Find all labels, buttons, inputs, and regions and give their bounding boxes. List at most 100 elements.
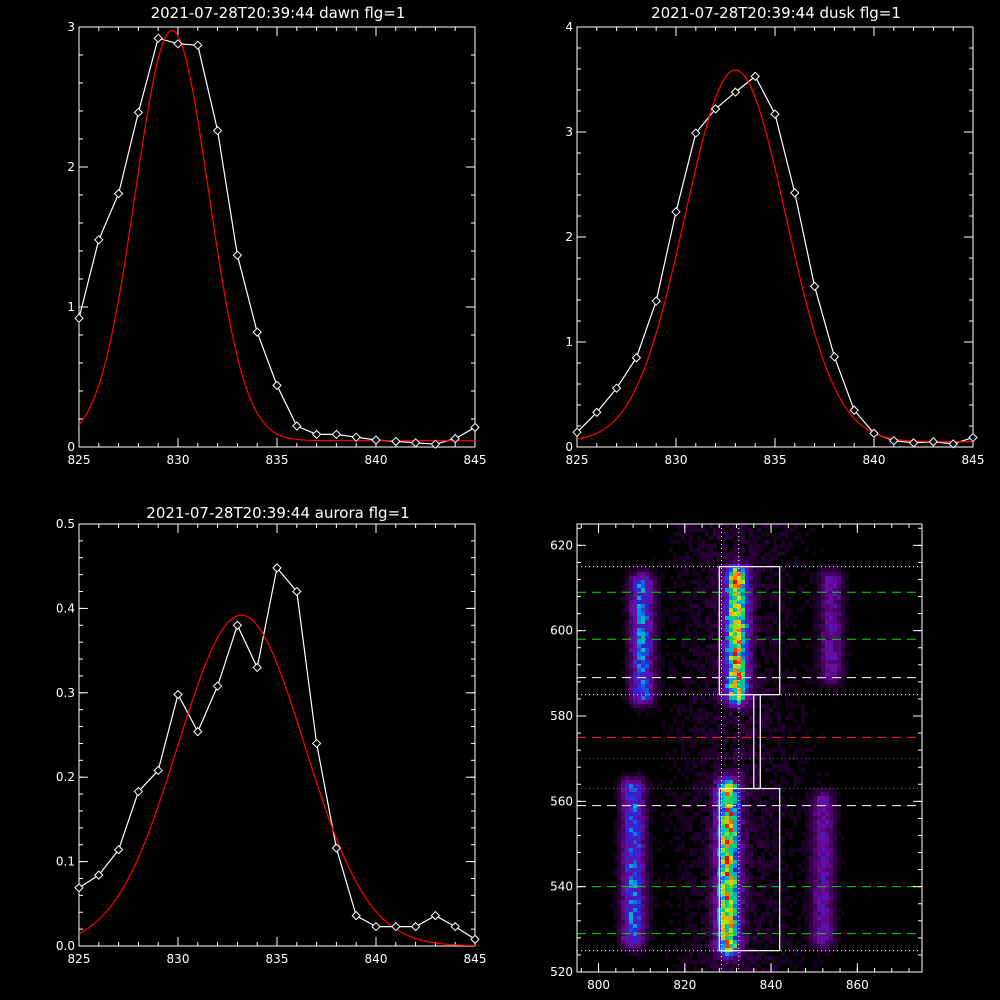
heatmap-cell bbox=[725, 736, 729, 740]
heatmap-cell bbox=[821, 856, 825, 860]
heatmap-cell bbox=[645, 672, 649, 676]
heatmap-cell bbox=[733, 636, 737, 640]
heatmap-cell bbox=[633, 840, 637, 844]
heatmap-cell bbox=[709, 756, 713, 760]
heatmap-cell bbox=[661, 764, 665, 768]
heatmap-cell bbox=[693, 788, 697, 792]
heatmap-cell bbox=[845, 612, 849, 616]
heatmap-cell bbox=[825, 796, 829, 800]
heatmap-cell bbox=[733, 640, 737, 644]
heatmap-cell bbox=[765, 788, 769, 792]
heatmap-cell bbox=[741, 568, 745, 572]
heatmap-cell bbox=[737, 952, 741, 956]
heatmap-cell bbox=[705, 624, 709, 628]
heatmap-cell bbox=[837, 856, 841, 860]
heatmap-cell bbox=[745, 964, 749, 968]
heatmap-cell bbox=[813, 800, 817, 804]
heatmap-cell bbox=[777, 624, 781, 628]
heatmap-cell bbox=[629, 592, 633, 596]
heatmap-cell bbox=[805, 844, 809, 848]
heatmap-cell bbox=[833, 824, 837, 828]
heatmap-cell bbox=[713, 944, 717, 948]
heatmap-cell bbox=[829, 684, 833, 688]
heatmap-cell bbox=[817, 820, 821, 824]
y-tick-label: 0.0 bbox=[56, 939, 75, 953]
heatmap-cell bbox=[725, 908, 729, 912]
heatmap-cell bbox=[733, 644, 737, 648]
heatmap-cell bbox=[673, 928, 677, 932]
heatmap-cell bbox=[641, 688, 645, 692]
heatmap-cell bbox=[629, 648, 633, 652]
heatmap-cell bbox=[721, 716, 725, 720]
heatmap-cell bbox=[693, 612, 697, 616]
heatmap-cell bbox=[637, 840, 641, 844]
heatmap-cell bbox=[749, 744, 753, 748]
heatmap-cell bbox=[753, 912, 757, 916]
heatmap-cell bbox=[729, 716, 733, 720]
heatmap-cell bbox=[729, 632, 733, 636]
heatmap-cell bbox=[829, 564, 833, 568]
heatmap-cell bbox=[733, 564, 737, 568]
heatmap-cell bbox=[805, 664, 809, 668]
heatmap-cell bbox=[653, 904, 657, 908]
heatmap-cell bbox=[633, 780, 637, 784]
heatmap-cell bbox=[625, 928, 629, 932]
heatmap-cell bbox=[749, 820, 753, 824]
heatmap-cell bbox=[805, 852, 809, 856]
heatmap-cell bbox=[785, 536, 789, 540]
heatmap-cell bbox=[701, 736, 705, 740]
heatmap-cell bbox=[641, 816, 645, 820]
heatmap-cell bbox=[701, 836, 705, 840]
heatmap-cell bbox=[621, 912, 625, 916]
heatmap-cell bbox=[741, 784, 745, 788]
heatmap-cell bbox=[633, 604, 637, 608]
heatmap-cell bbox=[753, 764, 757, 768]
heatmap-cell bbox=[741, 844, 745, 848]
heatmap-cell bbox=[729, 628, 733, 632]
heatmap-cell bbox=[785, 808, 789, 812]
heatmap-cell bbox=[689, 736, 693, 740]
heatmap-cell bbox=[769, 912, 773, 916]
heatmap-cell bbox=[825, 672, 829, 676]
heatmap-cell bbox=[717, 772, 721, 776]
heatmap-cell bbox=[813, 916, 817, 920]
heatmap-cell bbox=[729, 700, 733, 704]
heatmap-cell bbox=[733, 552, 737, 556]
heatmap-cell bbox=[625, 904, 629, 908]
heatmap-cell bbox=[785, 652, 789, 656]
heatmap-cell bbox=[753, 572, 757, 576]
heatmap-cell bbox=[765, 584, 769, 588]
heatmap-cell bbox=[745, 820, 749, 824]
heatmap-cell bbox=[717, 764, 721, 768]
data-point-diamond bbox=[470, 934, 480, 944]
heatmap-cell bbox=[721, 684, 725, 688]
heatmap-cell bbox=[701, 796, 705, 800]
heatmap-cell bbox=[721, 752, 725, 756]
heatmap-cell bbox=[813, 836, 817, 840]
heatmap-cell bbox=[645, 856, 649, 860]
heatmap-cell bbox=[685, 640, 689, 644]
heatmap-cell bbox=[741, 908, 745, 912]
heatmap-cell bbox=[629, 924, 633, 928]
heatmap-cell bbox=[641, 636, 645, 640]
heatmap-cell bbox=[749, 640, 753, 644]
heatmap-cell bbox=[641, 908, 645, 912]
heatmap-cell bbox=[625, 832, 629, 836]
heatmap-cell bbox=[741, 704, 745, 708]
heatmap-cell bbox=[749, 628, 753, 632]
heatmap-cell bbox=[789, 680, 793, 684]
heatmap-cell bbox=[625, 892, 629, 896]
heatmap-cell bbox=[821, 960, 825, 964]
heatmap-cell bbox=[709, 840, 713, 844]
heatmap-cell bbox=[761, 548, 765, 552]
heatmap-cell bbox=[753, 900, 757, 904]
heatmap-cell bbox=[745, 564, 749, 568]
heatmap-cell bbox=[813, 860, 817, 864]
heatmap-cell bbox=[785, 616, 789, 620]
heatmap-cell bbox=[813, 924, 817, 928]
heatmap-cell bbox=[773, 940, 777, 944]
heatmap-cell bbox=[621, 940, 625, 944]
heatmap-cell bbox=[649, 808, 653, 812]
heatmap-cell bbox=[637, 600, 641, 604]
heatmap-cell bbox=[761, 540, 765, 544]
